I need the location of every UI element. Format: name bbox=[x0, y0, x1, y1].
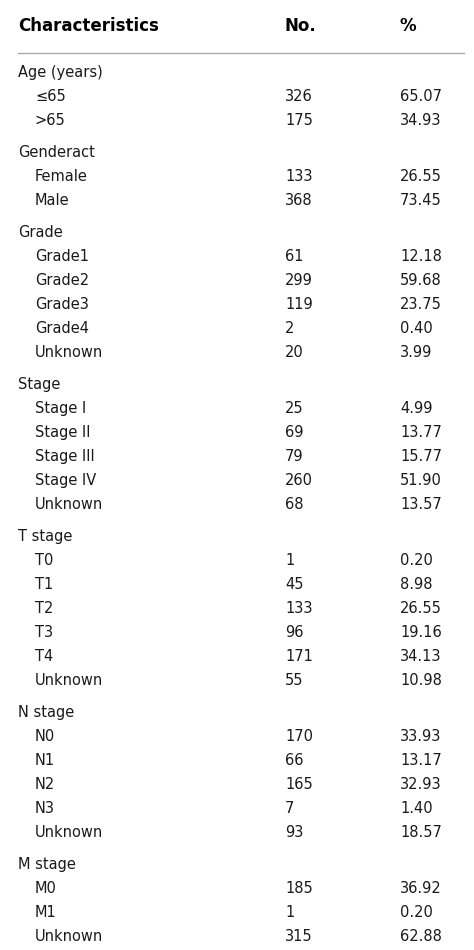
Text: Unknown: Unknown bbox=[35, 673, 103, 688]
Text: N0: N0 bbox=[35, 729, 55, 744]
Text: 93: 93 bbox=[285, 825, 303, 840]
Text: 0.20: 0.20 bbox=[400, 553, 433, 568]
Text: M0: M0 bbox=[35, 881, 57, 896]
Text: Stage II: Stage II bbox=[35, 425, 91, 440]
Text: 326: 326 bbox=[285, 89, 313, 104]
Text: 3.99: 3.99 bbox=[400, 345, 432, 360]
Text: T stage: T stage bbox=[18, 529, 73, 544]
Text: 119: 119 bbox=[285, 297, 313, 312]
Text: 13.57: 13.57 bbox=[400, 497, 442, 512]
Text: T0: T0 bbox=[35, 553, 54, 568]
Text: Unknown: Unknown bbox=[35, 825, 103, 840]
Text: 8.98: 8.98 bbox=[400, 577, 432, 592]
Text: 51.90: 51.90 bbox=[400, 473, 442, 488]
Text: M stage: M stage bbox=[18, 857, 76, 872]
Text: 299: 299 bbox=[285, 273, 313, 288]
Text: Grade4: Grade4 bbox=[35, 321, 89, 336]
Text: No.: No. bbox=[285, 17, 317, 35]
Text: 33.93: 33.93 bbox=[400, 729, 441, 744]
Text: >65: >65 bbox=[35, 113, 66, 128]
Text: 68: 68 bbox=[285, 497, 303, 512]
Text: 171: 171 bbox=[285, 649, 313, 664]
Text: Stage III: Stage III bbox=[35, 449, 95, 464]
Text: %: % bbox=[400, 17, 417, 35]
Text: 133: 133 bbox=[285, 169, 312, 184]
Text: T2: T2 bbox=[35, 601, 54, 616]
Text: Stage: Stage bbox=[18, 377, 60, 392]
Text: 0.20: 0.20 bbox=[400, 905, 433, 920]
Text: 62.88: 62.88 bbox=[400, 929, 442, 944]
Text: 79: 79 bbox=[285, 449, 304, 464]
Text: 55: 55 bbox=[285, 673, 303, 688]
Text: 25: 25 bbox=[285, 401, 304, 416]
Text: 133: 133 bbox=[285, 601, 312, 616]
Text: 2: 2 bbox=[285, 321, 294, 336]
Text: N2: N2 bbox=[35, 777, 55, 792]
Text: 20: 20 bbox=[285, 345, 304, 360]
Text: 66: 66 bbox=[285, 753, 303, 768]
Text: N1: N1 bbox=[35, 753, 55, 768]
Text: 4.99: 4.99 bbox=[400, 401, 432, 416]
Text: 185: 185 bbox=[285, 881, 313, 896]
Text: 165: 165 bbox=[285, 777, 313, 792]
Text: Unknown: Unknown bbox=[35, 929, 103, 944]
Text: Stage I: Stage I bbox=[35, 401, 86, 416]
Text: 23.75: 23.75 bbox=[400, 297, 442, 312]
Text: 59.68: 59.68 bbox=[400, 273, 442, 288]
Text: Male: Male bbox=[35, 193, 70, 208]
Text: 73.45: 73.45 bbox=[400, 193, 442, 208]
Text: 1.40: 1.40 bbox=[400, 801, 433, 816]
Text: 19.16: 19.16 bbox=[400, 625, 442, 640]
Text: Age (years): Age (years) bbox=[18, 65, 103, 80]
Text: N stage: N stage bbox=[18, 705, 74, 720]
Text: 170: 170 bbox=[285, 729, 313, 744]
Text: 10.98: 10.98 bbox=[400, 673, 442, 688]
Text: Genderact: Genderact bbox=[18, 145, 95, 160]
Text: 34.13: 34.13 bbox=[400, 649, 441, 664]
Text: Female: Female bbox=[35, 169, 88, 184]
Text: 18.57: 18.57 bbox=[400, 825, 442, 840]
Text: 175: 175 bbox=[285, 113, 313, 128]
Text: 12.18: 12.18 bbox=[400, 249, 442, 264]
Text: Unknown: Unknown bbox=[35, 497, 103, 512]
Text: 34.93: 34.93 bbox=[400, 113, 441, 128]
Text: 96: 96 bbox=[285, 625, 303, 640]
Text: 26.55: 26.55 bbox=[400, 601, 442, 616]
Text: 45: 45 bbox=[285, 577, 303, 592]
Text: 69: 69 bbox=[285, 425, 303, 440]
Text: Grade3: Grade3 bbox=[35, 297, 89, 312]
Text: 36.92: 36.92 bbox=[400, 881, 442, 896]
Text: ≤65: ≤65 bbox=[35, 89, 66, 104]
Text: T1: T1 bbox=[35, 577, 53, 592]
Text: 260: 260 bbox=[285, 473, 313, 488]
Text: 13.77: 13.77 bbox=[400, 425, 442, 440]
Text: 7: 7 bbox=[285, 801, 294, 816]
Text: 26.55: 26.55 bbox=[400, 169, 442, 184]
Text: Grade2: Grade2 bbox=[35, 273, 89, 288]
Text: Stage IV: Stage IV bbox=[35, 473, 96, 488]
Text: Grade1: Grade1 bbox=[35, 249, 89, 264]
Text: Characteristics: Characteristics bbox=[18, 17, 159, 35]
Text: M1: M1 bbox=[35, 905, 57, 920]
Text: 368: 368 bbox=[285, 193, 313, 208]
Text: 65.07: 65.07 bbox=[400, 89, 442, 104]
Text: 13.17: 13.17 bbox=[400, 753, 442, 768]
Text: Unknown: Unknown bbox=[35, 345, 103, 360]
Text: 61: 61 bbox=[285, 249, 303, 264]
Text: 32.93: 32.93 bbox=[400, 777, 442, 792]
Text: 1: 1 bbox=[285, 553, 294, 568]
Text: 1: 1 bbox=[285, 905, 294, 920]
Text: T3: T3 bbox=[35, 625, 53, 640]
Text: 315: 315 bbox=[285, 929, 313, 944]
Text: 0.40: 0.40 bbox=[400, 321, 433, 336]
Text: Grade: Grade bbox=[18, 225, 63, 240]
Text: 15.77: 15.77 bbox=[400, 449, 442, 464]
Text: T4: T4 bbox=[35, 649, 53, 664]
Text: N3: N3 bbox=[35, 801, 55, 816]
